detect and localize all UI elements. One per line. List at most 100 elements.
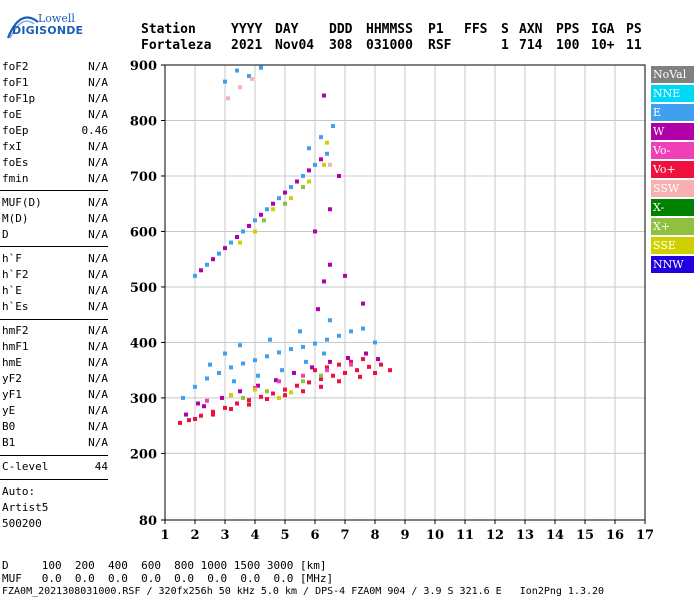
- x-tick-label: 9: [400, 528, 409, 543]
- x-tick-label: 7: [340, 528, 349, 543]
- param-name: M(D): [2, 212, 29, 225]
- param-row-h-es: h`Es N/A: [0, 300, 110, 314]
- echo-point: [211, 257, 215, 262]
- echo-point: [184, 412, 188, 417]
- echo-point: [313, 341, 317, 346]
- y-tick-label: 900: [130, 59, 157, 74]
- echo-point: [205, 376, 209, 381]
- echo-point: [319, 157, 323, 162]
- param-value: N/A: [88, 140, 108, 153]
- param-value: N/A: [88, 252, 108, 265]
- header-value-p1: RSF: [428, 38, 452, 53]
- autoscale-version: 500200: [2, 517, 42, 530]
- header-label-p1: P1: [428, 22, 444, 37]
- echo-point: [247, 223, 251, 228]
- echo-point: [193, 417, 197, 422]
- param-row-fof2: foF2 N/A: [0, 60, 110, 74]
- param-name: h`F: [2, 252, 22, 265]
- echo-point: [337, 362, 341, 367]
- echo-point: [319, 384, 323, 389]
- echo-point: [229, 365, 233, 370]
- y-tick-label: 600: [130, 225, 157, 240]
- echo-point: [343, 273, 347, 278]
- header-label-iga: IGA: [591, 22, 615, 37]
- param-row-hme: hmE N/A: [0, 356, 110, 370]
- echo-point: [259, 65, 263, 70]
- legend-item-x-: X-: [651, 199, 694, 216]
- echo-point: [205, 398, 209, 403]
- echo-point: [373, 370, 377, 375]
- echo-point: [196, 401, 200, 406]
- x-tick-label: 11: [456, 528, 474, 543]
- echo-point: [349, 329, 353, 334]
- echo-point: [220, 395, 224, 400]
- echo-point: [301, 344, 305, 349]
- echo-point: [301, 389, 305, 394]
- param-row-c-level: C-level 44: [0, 460, 110, 474]
- y-tick-label: 800: [130, 114, 157, 129]
- echo-point: [322, 351, 326, 356]
- legend-item-ssw: SSW: [651, 180, 694, 197]
- param-value: N/A: [88, 228, 108, 241]
- echo-point: [277, 395, 281, 400]
- param-row-yf2: yF2 N/A: [0, 372, 110, 386]
- param-row-m-d-: M(D) N/A: [0, 212, 110, 226]
- param-row-fmin: fmin N/A: [0, 172, 110, 186]
- param-value: N/A: [88, 92, 108, 105]
- separator: [0, 319, 108, 320]
- echo-point: [235, 401, 239, 406]
- echo-point: [325, 365, 329, 370]
- echo-point: [319, 373, 323, 378]
- echo-point: [259, 212, 263, 217]
- echo-point: [205, 262, 209, 267]
- echo-point: [283, 190, 287, 195]
- echo-point: [199, 268, 203, 273]
- legend-item-x-: X+: [651, 218, 694, 235]
- echo-point: [229, 240, 233, 245]
- echo-point: [301, 185, 305, 190]
- echo-point: [247, 398, 251, 403]
- echo-point: [253, 387, 257, 392]
- param-value: N/A: [88, 340, 108, 353]
- param-name: fmin: [2, 172, 29, 185]
- header-value-pps: 100: [556, 38, 580, 53]
- echo-point: [262, 218, 266, 223]
- param-name: hmE: [2, 356, 22, 369]
- echo-point: [253, 218, 257, 223]
- echo-point: [322, 162, 326, 167]
- d-distance-row: D 100 200 400 600 800 1000 1500 3000 [km…: [2, 559, 327, 572]
- legend-item-w: W: [651, 123, 694, 140]
- param-name: yF2: [2, 372, 22, 385]
- echo-point: [355, 368, 359, 373]
- header-label-year: YYYY: [231, 22, 263, 37]
- echo-point: [217, 251, 221, 256]
- echo-point: [343, 370, 347, 375]
- echo-point: [337, 173, 341, 178]
- header-value-day: Nov04: [275, 38, 315, 53]
- echo-point: [241, 361, 245, 366]
- separator: [0, 455, 108, 456]
- header-label-ps: PS: [626, 22, 642, 37]
- echo-point: [226, 96, 230, 101]
- param-value: N/A: [88, 436, 108, 449]
- echo-point: [268, 337, 272, 342]
- header-value-iga: 10+: [591, 38, 615, 53]
- echo-point: [328, 262, 332, 267]
- echo-point: [229, 393, 233, 398]
- echo-point: [283, 387, 287, 392]
- x-tick-label: 13: [516, 528, 534, 543]
- header-label-ffs: FFS: [464, 22, 488, 37]
- header-label-ddd: DDD: [329, 22, 353, 37]
- file-info: FZA0M_2021308031000.RSF / 320fx256h 50 k…: [2, 586, 605, 597]
- echo-point: [319, 135, 323, 140]
- echo-point: [313, 162, 317, 167]
- param-row-h-e: h`E N/A: [0, 284, 110, 298]
- param-value: N/A: [88, 60, 108, 73]
- echo-point: [301, 373, 305, 378]
- echo-point: [346, 355, 350, 360]
- param-value: 0.46: [81, 124, 109, 137]
- digisonde-logo: [6, 16, 39, 39]
- echo-point: [211, 409, 215, 414]
- echo-point: [337, 379, 341, 384]
- echo-point: [265, 397, 269, 402]
